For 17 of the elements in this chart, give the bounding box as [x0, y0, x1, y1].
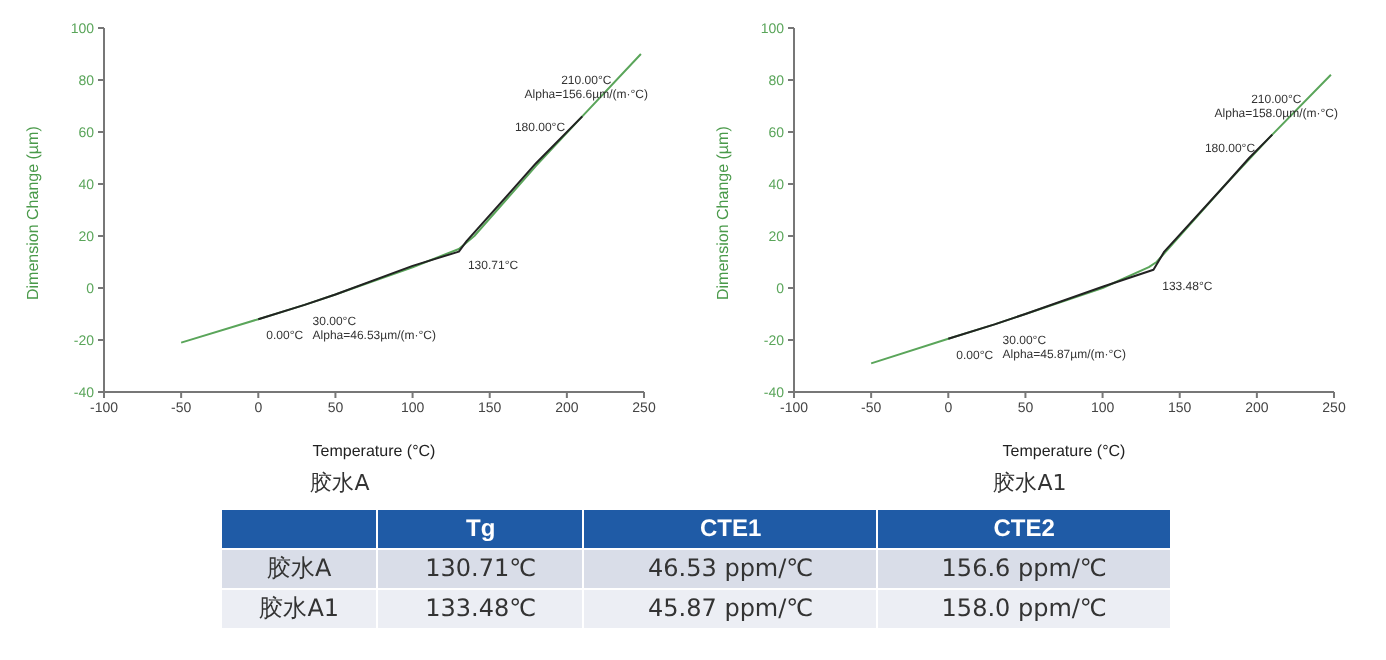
text: 45.87 ppm/℃ — [583, 589, 878, 629]
x-axis-title: Temperature (°C) — [1002, 442, 1127, 460]
text: 158.0 ppm/℃ — [877, 589, 1171, 629]
text: 156.6 ppm/℃ — [877, 549, 1171, 589]
text: 胶水A1 — [221, 589, 378, 629]
category-label: CTE1 — [583, 509, 878, 549]
y-axis-title: Dimension Change (µm) — [23, 125, 42, 300]
x-axis-title: Temperature (°C) — [312, 442, 437, 460]
text: 130.71℃ — [377, 549, 584, 589]
y-axis-title: Dimension Change (µm) — [713, 125, 732, 300]
text: 胶水A1 — [991, 468, 1069, 498]
text: 133.48℃ — [377, 589, 584, 629]
category-label: Tg — [377, 509, 584, 549]
text: 胶水A — [308, 468, 372, 498]
text: 46.53 ppm/℃ — [583, 549, 878, 589]
category-label: CTE2 — [877, 509, 1171, 549]
text: 胶水A — [221, 549, 378, 589]
